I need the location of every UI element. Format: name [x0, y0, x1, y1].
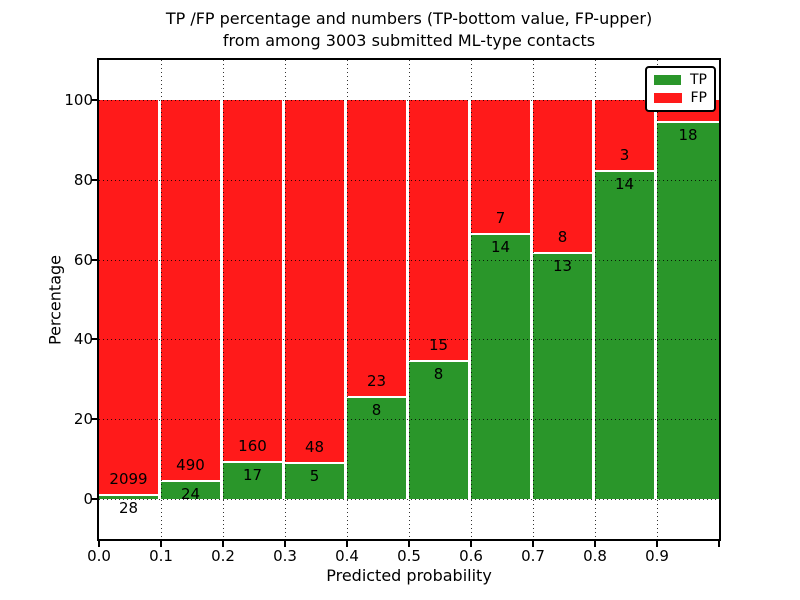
bar-segment-fp [223, 99, 282, 461]
fp-count-label: 15 [428, 336, 449, 355]
legend: TP FP [645, 66, 716, 112]
chart-title-line2: from among 3003 submitted ML-type contac… [222, 31, 596, 50]
y-tick-mark [91, 418, 99, 421]
legend-item-tp: TP [654, 72, 707, 88]
chart-title: TP /FP percentage and numbers (TP-bottom… [99, 8, 719, 52]
bar-segment-fp [99, 99, 158, 494]
gridline-vertical [657, 60, 658, 539]
bar-segment-tp [99, 493, 158, 500]
tp-count-label: 17 [242, 465, 263, 484]
bar-segment-tp [285, 461, 344, 500]
gridline-vertical [223, 60, 224, 539]
legend-swatch-fp [654, 93, 682, 103]
bar-segment-fp [409, 99, 468, 361]
x-tick-label: 0.5 [397, 547, 421, 565]
gridline-vertical [161, 60, 162, 539]
x-tick-mark [408, 541, 410, 547]
tp-count-label: 28 [118, 498, 139, 517]
fp-count-label: 7 [495, 208, 506, 227]
x-tick-mark [594, 541, 596, 547]
gridline-vertical [533, 60, 534, 539]
x-tick-label: 0.1 [149, 547, 173, 565]
fp-count-label: 48 [304, 437, 325, 456]
tp-count-label: 13 [552, 256, 573, 275]
bar-segment-tp [471, 232, 530, 500]
y-tick-label: 20 [73, 410, 93, 429]
bar-segment-fp [471, 99, 530, 233]
gridline-vertical [347, 60, 348, 539]
y-tick-label: 40 [73, 330, 93, 349]
gridline-vertical [285, 60, 286, 539]
tp-count-label: 8 [433, 365, 444, 384]
tp-count-label: 8 [371, 401, 382, 420]
x-tick-mark [470, 541, 472, 547]
bar-segment-tp [409, 360, 468, 500]
y-tick-label: 0 [83, 490, 93, 509]
x-tick-label: 0.9 [645, 547, 669, 565]
x-tick-label: 0.6 [459, 547, 483, 565]
y-tick-mark [91, 338, 99, 341]
bar-segment-tp [347, 396, 406, 500]
chart-title-line1: TP /FP percentage and numbers (TP-bottom… [165, 9, 653, 28]
fp-count-label: 160 [238, 436, 267, 455]
fp-count-label: 3 [619, 146, 630, 165]
bar-segment-fp [533, 99, 592, 252]
legend-label: TP [690, 72, 707, 88]
tp-count-label: 18 [678, 126, 698, 145]
fp-count-label: 2099 [109, 469, 148, 488]
legend-label: FP [690, 90, 708, 106]
bar-segment-fp [285, 99, 344, 462]
tp-count-label: 24 [180, 485, 201, 504]
x-tick-mark [160, 541, 162, 547]
legend-swatch-tp [654, 75, 681, 85]
x-tick-label: 0.7 [521, 547, 545, 565]
bar-segment-tp [533, 251, 592, 500]
tp-count-label: 14 [490, 237, 511, 256]
gridline-vertical [409, 60, 410, 539]
bar-segment-tp [223, 460, 282, 500]
x-tick-label: 0.0 [87, 547, 111, 565]
x-tick-mark [656, 541, 658, 547]
x-tick-mark [98, 541, 100, 547]
x-tick-mark [718, 541, 720, 547]
fp-count-label: 8 [557, 227, 568, 246]
bar-segment-tp [161, 480, 220, 500]
y-tick-mark [91, 498, 99, 501]
y-tick-mark [91, 178, 99, 181]
bar-segment-tp [657, 121, 719, 500]
y-tick-label: 60 [73, 250, 93, 269]
y-tick-mark [91, 98, 99, 101]
x-axis-label: Predicted probability [326, 566, 492, 585]
tp-count-label: 5 [309, 466, 320, 485]
bar-segment-fp [347, 99, 406, 397]
gridline-vertical [595, 60, 596, 539]
x-tick-mark [346, 541, 348, 547]
tp-count-label: 14 [614, 175, 635, 194]
gridline-vertical [471, 60, 472, 539]
bar-segment-fp [595, 99, 654, 171]
plot-area: 2099 28 490 24 160 17 48 5 23 8 15 8 7 14 8 13 3 14 18 [97, 58, 721, 541]
x-tick-label: 0.3 [273, 547, 297, 565]
x-tick-mark [532, 541, 534, 547]
x-tick-label: 0.8 [583, 547, 607, 565]
legend-item-fp: FP [654, 90, 707, 106]
x-tick-mark [284, 541, 286, 547]
y-tick-label: 100 [64, 90, 93, 109]
fp-count-label: 23 [366, 372, 387, 391]
bar-segment-fp [161, 99, 220, 481]
x-tick-label: 0.2 [211, 547, 235, 565]
x-tick-mark [222, 541, 224, 547]
y-tick-mark [91, 258, 99, 261]
bar-segment-tp [595, 170, 654, 500]
y-tick-label: 80 [73, 170, 93, 189]
fp-count-label: 490 [176, 456, 205, 475]
x-tick-label: 0.4 [335, 547, 359, 565]
